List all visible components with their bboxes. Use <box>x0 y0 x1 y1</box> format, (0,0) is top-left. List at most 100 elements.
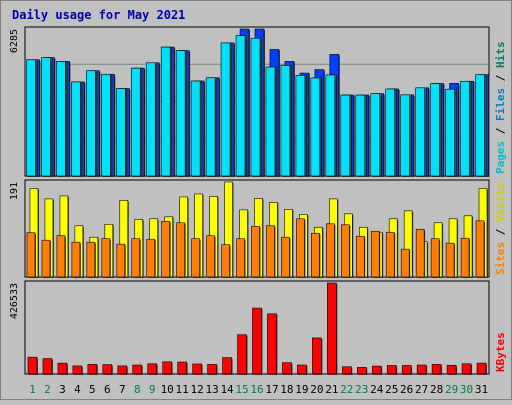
bar-kbytes <box>192 363 202 375</box>
bar-pages <box>430 83 440 177</box>
bar-sites <box>281 236 290 278</box>
bar-kbytes <box>207 364 217 375</box>
bar-kbytes <box>476 362 487 375</box>
bar-sites <box>41 239 51 278</box>
bar-kbytes <box>282 362 292 375</box>
bar-kbytes <box>327 282 337 375</box>
bar-kbytes <box>147 363 158 375</box>
x-tick-label: 19 <box>295 383 308 396</box>
bar-sites <box>475 220 485 278</box>
x-tick-label: 21 <box>325 383 338 396</box>
bar-pages <box>325 74 336 177</box>
legend-pages: Pages <box>494 141 507 174</box>
x-tick-label: 20 <box>310 383 323 396</box>
panel-visits_sites: 191 Sites / Visits <box>9 179 507 278</box>
y-max-label: 6285 <box>9 29 20 53</box>
bar-sites <box>460 237 470 278</box>
legend-sites: Sites <box>494 242 507 275</box>
bar-sites <box>236 238 245 278</box>
bars-hits_files_pages <box>26 28 490 178</box>
legend-visits: Visits <box>494 182 507 222</box>
bar-pages <box>160 46 171 177</box>
panel-hits_files_pages: 6285 Pages / Files / Hits <box>9 26 507 178</box>
bar-kbytes <box>386 365 397 375</box>
x-tick-label: 13 <box>205 383 218 396</box>
right-legend: KBytes <box>494 332 507 372</box>
bar-pages <box>385 88 396 177</box>
bar-pages <box>370 93 381 177</box>
bar-sites <box>101 238 111 278</box>
bar-sites <box>415 228 425 278</box>
bar-kbytes <box>416 364 427 375</box>
right-legend: Sites / Visits <box>494 182 507 275</box>
chart-title: Daily usage for May 2021 <box>12 8 185 22</box>
x-tick-label: 7 <box>119 383 126 396</box>
bar-pages <box>71 81 81 177</box>
y-max-label: 191 <box>9 182 20 200</box>
x-tick-label: 25 <box>385 383 398 396</box>
bar-pages <box>145 62 156 177</box>
bar-sites <box>116 243 126 278</box>
bars-visits_sites <box>26 181 489 278</box>
x-tick-label: 27 <box>415 383 428 396</box>
bar-kbytes <box>252 307 262 375</box>
bar-pages <box>250 37 261 177</box>
x-tick-label: 30 <box>460 383 473 396</box>
x-tick-label: 12 <box>191 383 204 396</box>
bar-pages <box>280 65 291 177</box>
bar-pages <box>56 61 66 177</box>
bar-pages <box>130 67 141 177</box>
bar-sites <box>251 225 260 278</box>
y-max-label: 426533 <box>9 283 20 319</box>
bar-sites <box>191 238 200 278</box>
bar-pages <box>205 77 216 177</box>
bar-kbytes <box>371 365 382 375</box>
legend-kbytes: KBytes <box>494 332 507 372</box>
bar-sites <box>176 222 185 278</box>
bar-sites <box>326 223 335 278</box>
bar-kbytes <box>401 365 412 375</box>
x-tick-label: 4 <box>74 383 81 396</box>
bar-sites <box>71 241 81 278</box>
bar-sites <box>311 232 320 278</box>
x-tick-label: 11 <box>176 383 189 396</box>
bar-pages <box>340 94 351 177</box>
right-legend: Pages / Files / Hits <box>494 42 507 175</box>
x-tick-label: 6 <box>104 383 111 396</box>
legend-hits: Hits <box>494 42 507 69</box>
bar-sites <box>86 241 96 278</box>
bar-kbytes <box>446 364 457 375</box>
bar-kbytes <box>162 361 172 375</box>
x-tick-label: 16 <box>250 383 263 396</box>
bar-pages <box>400 94 410 177</box>
bar-pages <box>115 88 126 177</box>
bar-kbytes <box>117 365 128 375</box>
bar-pages <box>415 87 425 177</box>
bar-sites <box>266 225 275 278</box>
bar-pages <box>220 42 231 177</box>
bar-kbytes <box>177 361 187 375</box>
x-tick-label: 24 <box>370 383 384 396</box>
bar-sites <box>341 224 350 278</box>
x-tick-label: 29 <box>445 383 458 396</box>
chart-panels: 6285 Pages / Files / Hits 191 Sites / Visit… <box>9 26 507 375</box>
bar-pages <box>86 70 96 177</box>
bar-kbytes <box>42 358 53 375</box>
bar-sites <box>131 238 141 278</box>
bar-sites <box>161 220 170 278</box>
bar-sites <box>355 235 365 278</box>
x-tick-label: 15 <box>235 383 248 396</box>
bar-pages <box>355 94 366 177</box>
x-axis-labels: 1 2 3 4 5 6 7 8 9 10 11 12 13 14 15 16 17 18 19 20 21 22 23 24 2… <box>29 383 488 396</box>
bar-kbytes <box>72 365 83 375</box>
x-tick-label: 10 <box>161 383 174 396</box>
bar-pages <box>445 88 455 177</box>
bar-pages <box>26 59 36 177</box>
bar-kbytes <box>267 313 277 375</box>
bar-pages <box>475 74 485 177</box>
bar-sites <box>385 231 395 278</box>
x-tick-label: 5 <box>89 383 96 396</box>
bar-pages <box>235 35 246 177</box>
bar-sites <box>400 248 410 278</box>
